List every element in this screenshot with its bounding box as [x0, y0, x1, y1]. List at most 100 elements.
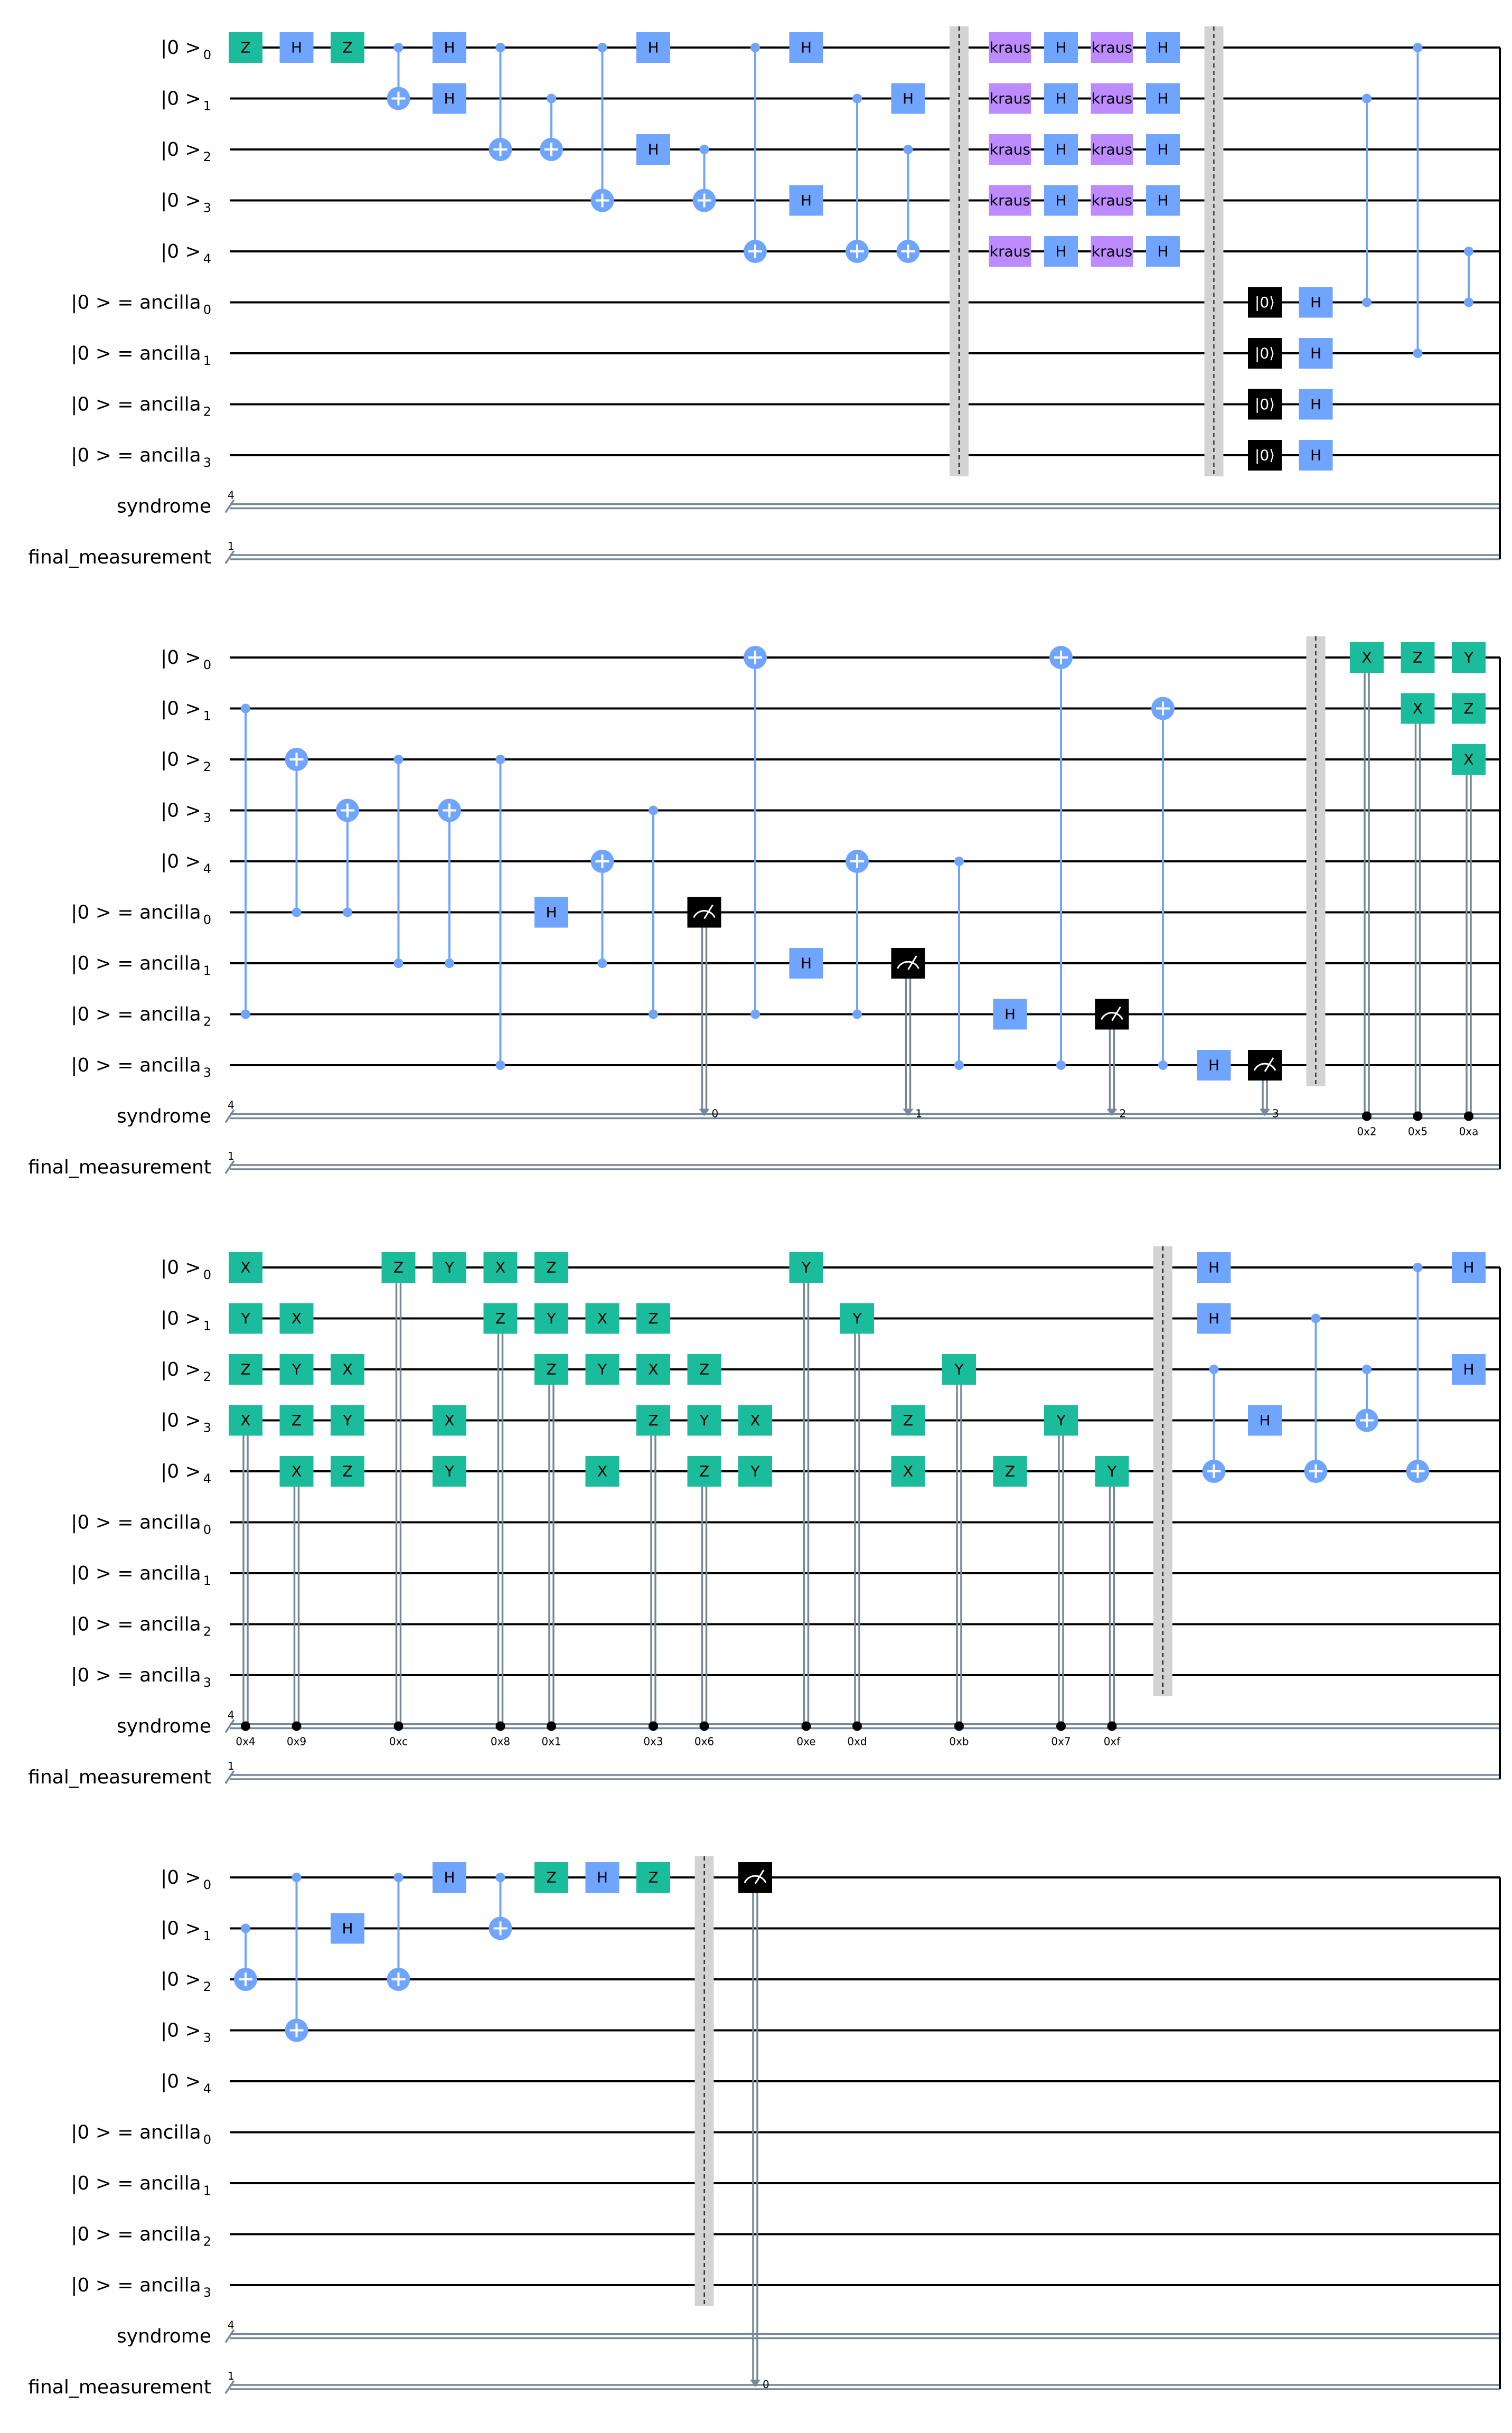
op-cz: [649, 805, 658, 1019]
condition-dot: [1056, 1721, 1066, 1731]
op-g: H: [279, 32, 314, 63]
qubit-label-q3: |0 >3: [161, 1410, 211, 1435]
gate-h: [1452, 1252, 1486, 1283]
op-par: Y X Y: [433, 1252, 466, 1487]
op-g: Z: [993, 1456, 1027, 1487]
qubit-label-q1: |0 >1: [161, 88, 211, 114]
op-par: X Y Z: [331, 1354, 364, 1487]
syndrome-width-label: 4: [228, 1099, 234, 1112]
conditional-gate-z-label: Z: [240, 1361, 250, 1378]
conditional-gate-z: [687, 1456, 721, 1487]
op-barrier: [1306, 636, 1326, 1086]
condition-dot: [495, 1721, 505, 1731]
qubit-label-q4: |0 >4: [161, 2071, 211, 2096]
op-cx: [1049, 646, 1073, 1070]
gate-x: [585, 1303, 619, 1334]
measure-bit-label: 1: [916, 1107, 923, 1120]
gate-kraus: [1091, 32, 1133, 63]
measure-bit-label: 0: [712, 1107, 719, 1120]
measure-arrow: [1106, 1109, 1117, 1116]
gate-kraus-label: kraus: [990, 141, 1030, 158]
op-cz: [393, 755, 403, 968]
condition-value: 0x5: [1408, 1125, 1428, 1138]
gate-h-label: H: [444, 1869, 455, 1886]
conditional-gate-y: [942, 1354, 976, 1385]
condition-dot: [393, 1721, 403, 1731]
gate-h: [789, 948, 823, 979]
gate-y-label: Y: [750, 1463, 760, 1480]
control-dot: [954, 1060, 964, 1070]
gate-h-label: H: [444, 90, 455, 107]
conditional-gate-x: [1452, 744, 1486, 775]
qubit-label-q0: |0 >0: [161, 37, 211, 62]
gate-h-label: H: [1055, 90, 1066, 107]
gate-h: [1197, 1303, 1231, 1334]
conditional-gate-z: [636, 1405, 670, 1436]
op-cz: [241, 703, 250, 1019]
conditional-gate-x: [229, 1252, 262, 1283]
control-dot: [1362, 1365, 1372, 1374]
gate-kraus-label: kraus: [990, 39, 1030, 57]
gate-h: [993, 999, 1027, 1030]
control-dot: [495, 755, 505, 764]
op-cz: [1362, 93, 1372, 307]
op-par: HH: [789, 32, 823, 216]
conditional-gate-z: [279, 1405, 314, 1436]
conditional-gate-z: [636, 1303, 670, 1334]
op-g: H: [331, 1913, 364, 1944]
gate-y-label: Y: [342, 1412, 352, 1429]
gate-kraus: [1091, 185, 1133, 216]
circuit-row-3: |0 >0 |0 >1 |0 >2 |0 >3 |0 >4 |0 > = ancilla 0…: [28, 1246, 1501, 1788]
gate-reset: [1248, 287, 1282, 318]
gate-h: [1044, 134, 1078, 165]
gate-h-label: H: [342, 1920, 353, 1937]
control-dot: [954, 857, 964, 866]
conditional-gate-y-label: Y: [240, 1310, 250, 1327]
gate-y-label: Y: [444, 1259, 454, 1276]
gate-h-label: H: [1157, 192, 1168, 209]
conditional-gate-x: [483, 1252, 518, 1283]
op-cx: [489, 43, 512, 161]
gate-z-label: Z: [342, 1463, 352, 1480]
conditional-gate-x-label: X: [240, 1412, 250, 1429]
op-cond: X Z 0x8: [483, 1252, 518, 1748]
conditional-gate-y-label: Y: [1056, 1412, 1066, 1429]
gate-x-label: X: [750, 1412, 760, 1429]
gate-h-label: H: [647, 141, 659, 158]
gate-x-label: X: [444, 1412, 454, 1429]
gate-kraus-label: kraus: [990, 243, 1030, 260]
gate-h-label: H: [1004, 1006, 1016, 1023]
op-g: H: [433, 1862, 466, 1893]
conditional-gate-z-label: Z: [1413, 649, 1423, 666]
syndrome-width-label: 4: [228, 2319, 234, 2332]
condition-dot: [801, 1721, 811, 1731]
measure-arrow: [750, 2380, 760, 2387]
control-dot: [649, 805, 658, 815]
gate-z-label: Z: [903, 1412, 913, 1429]
control-dot: [393, 43, 403, 52]
op-cx: [1304, 1313, 1328, 1483]
measure-gate: [687, 897, 721, 928]
condition-dot: [852, 1721, 862, 1731]
condition-dot: [1413, 1111, 1423, 1121]
op-par: H H H H H: [1044, 32, 1078, 267]
op-cx: [285, 748, 308, 917]
control-dot: [649, 1009, 658, 1019]
control-dot: [1464, 247, 1473, 256]
gate-h-label: H: [1310, 345, 1321, 362]
op-par: H: [891, 83, 925, 263]
qubit-label-a0: |0 > = ancilla 0: [71, 902, 211, 927]
conditional-gate-z-label: Z: [648, 1310, 658, 1327]
conditional-gate-z-label: Z: [546, 1259, 556, 1276]
control-dot: [1464, 297, 1473, 307]
op-cx: [744, 43, 767, 263]
op-cx: [590, 43, 614, 212]
conditional-gate-z-label: Z: [546, 1361, 556, 1378]
gate-z-label: Z: [240, 39, 250, 57]
op-g: Z: [534, 1862, 568, 1893]
conditional-gate-z: [534, 1354, 568, 1385]
op-cx: [692, 145, 716, 212]
conditional-gate-x-label: X: [292, 1463, 302, 1480]
qubit-label-q4: |0 >4: [161, 241, 211, 266]
final-width-label: 1: [228, 1150, 234, 1162]
